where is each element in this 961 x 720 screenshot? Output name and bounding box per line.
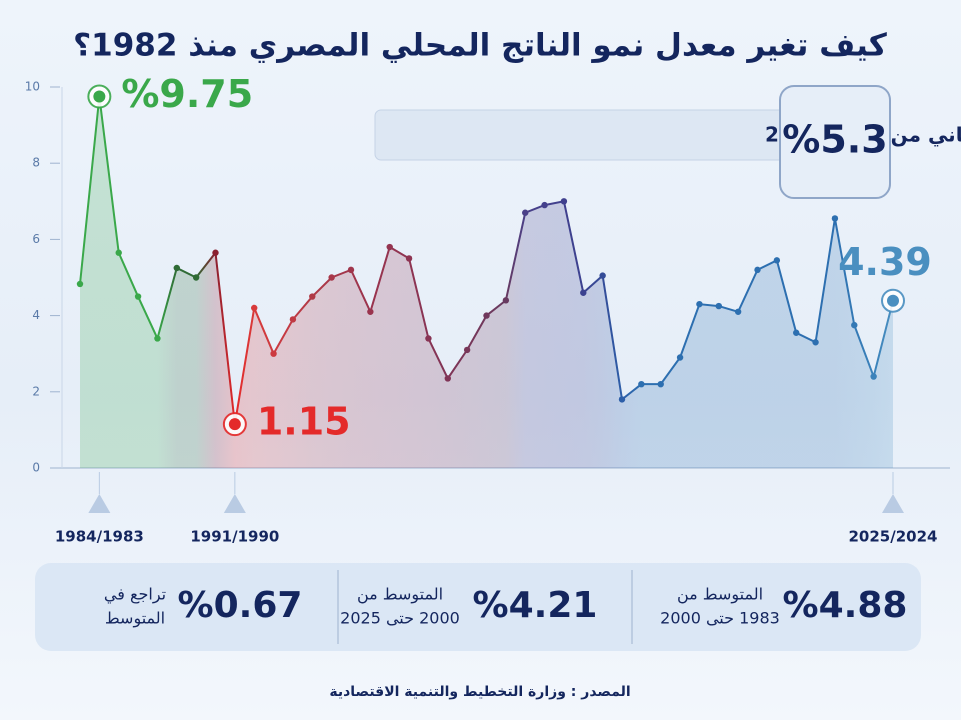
point — [831, 215, 839, 222]
stat-label: المتوسط — [105, 609, 165, 629]
stat-value: %4.21 — [473, 585, 598, 626]
point — [483, 312, 490, 319]
point — [638, 380, 645, 388]
point — [289, 316, 297, 323]
point — [192, 274, 200, 281]
point — [618, 396, 626, 403]
point — [76, 280, 84, 288]
point — [309, 293, 316, 300]
point — [328, 274, 335, 281]
point — [228, 418, 241, 431]
point — [773, 257, 781, 264]
y-tick-label: 10 — [25, 80, 40, 94]
point — [754, 266, 761, 274]
point — [580, 289, 587, 296]
callout-box — [779, 85, 891, 199]
point — [887, 294, 899, 307]
x-tick-label: 1991/1990 — [190, 528, 279, 546]
point — [734, 308, 742, 315]
point — [405, 255, 413, 262]
point — [134, 293, 142, 300]
point — [793, 329, 800, 336]
point — [657, 380, 664, 388]
stats-panel — [35, 563, 921, 651]
point — [812, 339, 819, 346]
value-label: %9.75 — [121, 72, 253, 116]
point — [502, 297, 510, 304]
point — [154, 335, 161, 342]
stat-value: %0.67 — [178, 585, 303, 626]
value-label: 4.39 — [838, 240, 932, 284]
stat-label: 1983 حتى 2000 — [660, 609, 780, 628]
callout-value: %5.3 — [782, 118, 887, 162]
point — [347, 266, 355, 274]
point — [444, 375, 451, 382]
point — [541, 201, 548, 209]
point — [93, 90, 106, 103]
area — [80, 96, 893, 469]
point — [870, 373, 877, 380]
point — [425, 335, 432, 342]
y-tick-label: 8 — [32, 156, 40, 170]
callout-banner — [374, 109, 796, 161]
point — [522, 209, 529, 216]
y-tick-label: 0 — [32, 461, 40, 475]
point — [115, 249, 122, 256]
point — [851, 321, 858, 329]
point — [676, 354, 684, 361]
x-marker — [882, 494, 904, 513]
point — [367, 308, 374, 315]
stat-label: المتوسط من — [677, 585, 763, 605]
point — [463, 346, 471, 354]
point — [173, 264, 180, 272]
stat-label: 2000 حتى 2025 — [340, 609, 460, 628]
source: المصدر : وزارة التخطيط والتنمية الاقتصاد… — [329, 684, 630, 700]
title: كيف تغير معدل نمو الناتج المحلي المصري م… — [73, 28, 888, 64]
point — [251, 304, 258, 312]
x-marker — [223, 494, 246, 513]
point — [560, 198, 568, 205]
point — [270, 350, 277, 357]
point — [696, 300, 703, 308]
point — [386, 243, 393, 251]
x-tick-label: 1984/1983 — [55, 528, 144, 546]
point — [599, 272, 606, 279]
x-marker — [88, 494, 111, 513]
y-tick-label: 6 — [32, 232, 40, 246]
chart: 0 2 4 6 8 10 %9.75 1.15 4.39 1984/1983 1991/1990 20… — [25, 72, 950, 546]
point — [212, 249, 219, 256]
point — [715, 302, 722, 310]
value-label: 1.15 — [257, 400, 351, 444]
x-tick-label: 2025/2024 — [849, 528, 938, 546]
stat-value: %4.88 — [783, 585, 908, 626]
stat-label: تراجع في — [104, 585, 166, 605]
y-tick-label: 2 — [32, 384, 40, 398]
y-tick-label: 4 — [32, 308, 40, 322]
stat-label: المتوسط من — [357, 585, 443, 605]
